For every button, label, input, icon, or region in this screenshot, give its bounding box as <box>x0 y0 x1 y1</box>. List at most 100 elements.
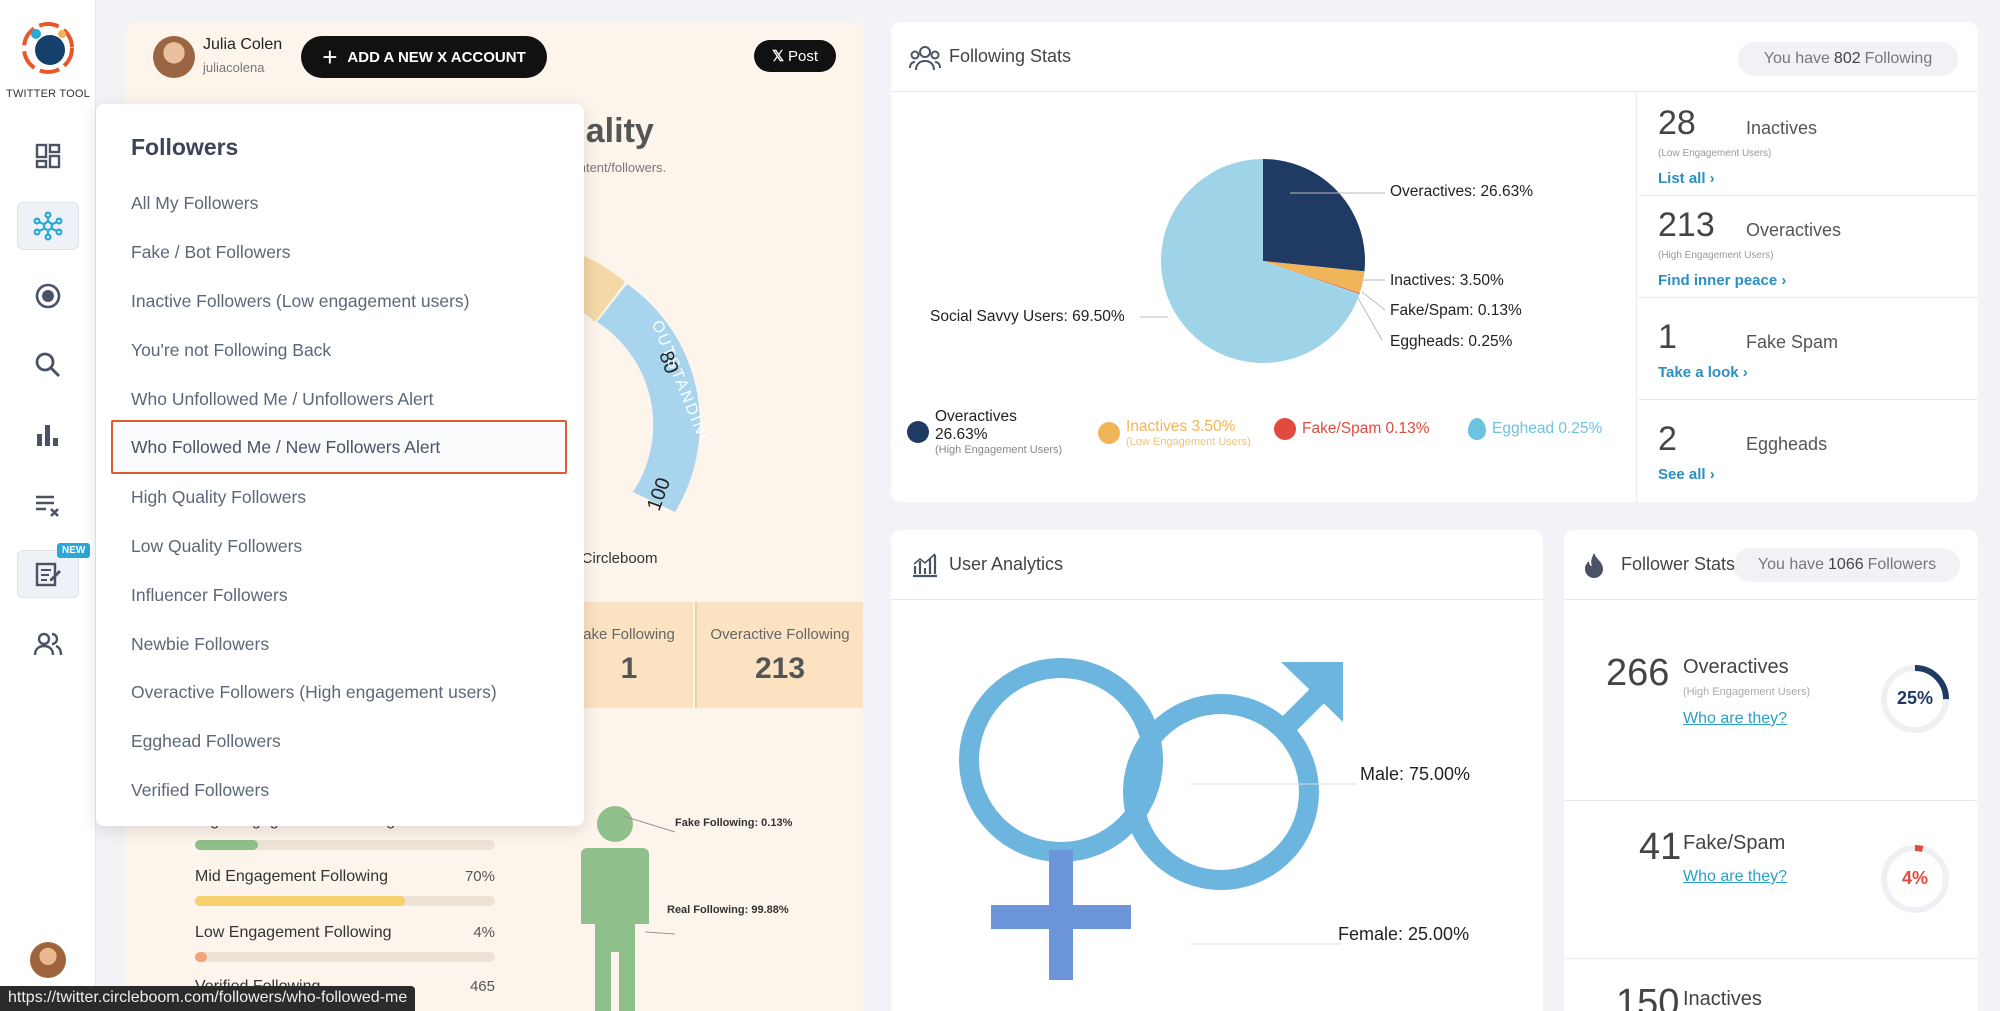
row-label: Inactives <box>1746 118 1818 138</box>
following-row-inactives: 28 Inactives (Low Engagement Users) List… <box>1638 92 1978 196</box>
inactives-count: 150 <box>1616 982 1680 1011</box>
legend-sub: (High Engagement Users) <box>935 444 1063 456</box>
follower-count-pill: You have 1066 Followers <box>1734 548 1960 582</box>
pie-slice-social-savvy <box>1161 159 1359 363</box>
take-a-look-link[interactable]: Take a look › <box>1658 364 1748 381</box>
x-post-button[interactable]: 𝕏 Post <box>754 40 836 72</box>
overactives-count: 266 <box>1606 652 1670 694</box>
menu-item-influencer[interactable]: Influencer Followers <box>131 585 288 605</box>
menu-item-high-quality[interactable]: High Quality Followers <box>131 487 307 507</box>
pill-count: 1066 <box>1828 556 1864 573</box>
fake-following-label: Fake Following: 0.13% <box>675 817 793 829</box>
overactives-ring <box>1881 665 1949 733</box>
sidebar: TWITTER TOOL NEW <box>0 0 96 1011</box>
legend-label: Fake/Spam 0.13% <box>1302 420 1430 437</box>
menu-item-not-following-back[interactable]: You're not Following Back <box>131 340 332 360</box>
pie-label-social-savvy: Social Savvy Users: 69.50% <box>930 308 1125 325</box>
egg-icon <box>1468 418 1486 440</box>
who-are-they-link[interactable]: Who are they? <box>1683 710 1788 727</box>
nav-followers[interactable] <box>17 202 79 250</box>
inactives-label: Inactives <box>1683 988 1762 1010</box>
menu-item-fake-bot[interactable]: Fake / Bot Followers <box>131 242 291 262</box>
nav-delete-tweets[interactable] <box>17 481 79 529</box>
engagement-row-low: Low Engagement Following 4% <box>195 924 495 962</box>
nav-circle[interactable] <box>17 272 79 320</box>
search-icon <box>35 352 61 378</box>
following-stats-header: Following Stats You have 802 Following <box>891 22 1978 92</box>
nav-post-scheduler[interactable] <box>17 550 79 598</box>
following-stats-title: Following Stats <box>949 46 1072 66</box>
overactives-pct: 25% <box>1896 688 1934 708</box>
pie-slice-fake-spam <box>1263 261 1360 295</box>
users-icon <box>33 632 63 656</box>
engagement-bar <box>195 896 495 906</box>
menu-item-egghead[interactable]: Egghead Followers <box>131 731 281 751</box>
x-logo-icon: 𝕏 <box>771 48 785 65</box>
following-row-overactives: 213 Overactives (High Engagement Users) … <box>1638 196 1978 298</box>
menu-item-verified[interactable]: Verified Followers <box>131 780 270 800</box>
fake-spam-label: Fake/Spam <box>1683 832 1786 854</box>
target-icon <box>35 283 61 309</box>
follower-stats-title: Follower Stats <box>1621 554 1736 574</box>
user-analytics-header: User Analytics <box>891 530 1543 600</box>
menu-item-low-quality[interactable]: Low Quality Followers <box>131 536 303 556</box>
nav-users[interactable] <box>17 620 79 668</box>
pie-label-inactives: Inactives: 3.50% <box>1390 272 1504 289</box>
engagement-bar <box>195 840 495 850</box>
stat-value: 213 <box>754 652 806 685</box>
legend-inactives: Inactives 3.50% (Low Engagement Users) <box>1098 418 1251 448</box>
pie-leader-lines <box>1140 192 1386 341</box>
new-badge: NEW <box>57 543 91 558</box>
flame-icon <box>1585 553 1603 578</box>
following-row-fake-spam: 1 Fake Spam Take a look › <box>1638 298 1978 400</box>
quality-subtitle: content/followers. <box>565 160 667 175</box>
legend-egghead: Egghead 0.25% <box>1468 418 1602 440</box>
ring-arc <box>1881 665 1949 733</box>
following-pie-chart <box>1161 159 1365 363</box>
user-analytics-panel: User Analytics Male: 75.00% Female: 25.0… <box>891 530 1543 1011</box>
add-account-button[interactable]: + ADD A NEW X ACCOUNT <box>301 36 547 78</box>
list-all-link[interactable]: List all › <box>1658 170 1715 187</box>
overactives-sub: (High Engagement Users) <box>1683 686 1811 698</box>
logo-text: TWITTER TOOL <box>6 88 90 100</box>
real-following-label: Real Following: 99.88% <box>667 904 789 916</box>
menu-item-overactive[interactable]: Overactive Followers (High engagement us… <box>131 682 497 702</box>
see-all-link[interactable]: See all › <box>1658 466 1715 483</box>
network-icon <box>33 211 63 241</box>
edit-note-icon <box>35 562 61 587</box>
user-avatar <box>153 36 195 78</box>
engagement-fill <box>195 896 405 906</box>
follower-stats-panel: Follower Stats You have 1066 Followers 2… <box>1564 530 1978 1011</box>
divider <box>1564 958 1978 959</box>
row-sub: (Low Engagement Users) <box>1658 148 1772 159</box>
clear-list-icon <box>36 495 59 517</box>
fake-spam-ring <box>1881 845 1949 913</box>
menu-item-inactive[interactable]: Inactive Followers (Low engagement users… <box>131 291 470 311</box>
menu-item-unfollowers-alert[interactable]: Who Unfollowed Me / Unfollowers Alert <box>131 389 434 409</box>
divider <box>1636 92 1637 502</box>
engagement-fill <box>195 952 207 962</box>
menu-item-all-followers[interactable]: All My Followers <box>131 193 259 213</box>
row-label: Eggheads <box>1746 434 1828 454</box>
pill-prefix: You have <box>1763 50 1830 67</box>
stat-value: 1 <box>620 652 638 685</box>
pie-slice-overactives <box>1263 159 1365 272</box>
sad-face-icon <box>1098 422 1120 444</box>
find-inner-peace-link[interactable]: Find inner peace › <box>1658 272 1787 289</box>
legend-fake-spam: Fake/Spam 0.13% <box>1274 418 1430 440</box>
pill-count: 802 <box>1833 50 1861 67</box>
menu-item-newbie[interactable]: Newbie Followers <box>131 634 270 654</box>
nav-analytics[interactable] <box>17 411 79 459</box>
menu-item-new-followers-alert[interactable]: Who Followed Me / New Followers Alert <box>111 420 567 474</box>
nav-search[interactable] <box>17 341 79 389</box>
circleboom-logo[interactable] <box>22 22 74 74</box>
followers-dropdown-menu: Followers All My Followers Fake / Bot Fo… <box>96 104 584 826</box>
fake-spam-pct: 4% <box>1901 868 1928 888</box>
angry-face-icon <box>1274 418 1296 440</box>
brain-icon <box>907 421 929 443</box>
legend-sub: (Low Engagement Users) <box>1126 436 1251 448</box>
nav-dashboard[interactable] <box>17 132 79 180</box>
account-avatar[interactable] <box>30 942 66 978</box>
who-are-they-link[interactable]: Who are they? <box>1683 868 1788 885</box>
figure-leader-lines <box>622 815 676 935</box>
